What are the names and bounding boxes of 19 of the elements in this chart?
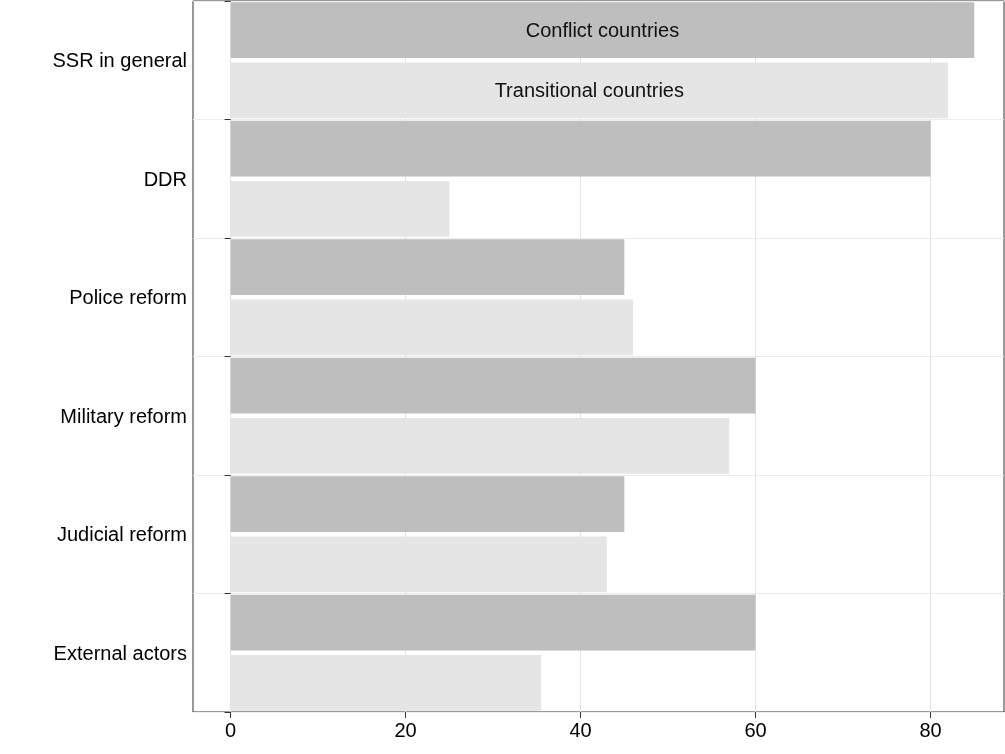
x-tick-label: 20 — [394, 719, 417, 741]
bar — [230, 476, 625, 533]
y-tick-label: DDR — [143, 167, 187, 190]
bar — [230, 239, 625, 296]
x-tick-label: 40 — [569, 719, 592, 741]
bar — [230, 357, 756, 414]
bar — [230, 2, 975, 59]
x-tick-label: 60 — [744, 719, 767, 741]
y-tick-label: Judicial reform — [56, 523, 187, 546]
bar — [230, 594, 756, 651]
x-tick-label: 0 — [225, 719, 237, 741]
series-label: Conflict countries — [525, 19, 680, 42]
x-tick-label: 80 — [919, 719, 942, 741]
y-tick-label: SSR in general — [52, 49, 187, 72]
y-tick-label: Military reform — [60, 404, 187, 427]
y-tick-label: Police reform — [69, 286, 187, 309]
series-label: Transitional countries — [494, 79, 684, 102]
y-tick-label: External actors — [53, 641, 187, 664]
bar — [230, 120, 931, 177]
